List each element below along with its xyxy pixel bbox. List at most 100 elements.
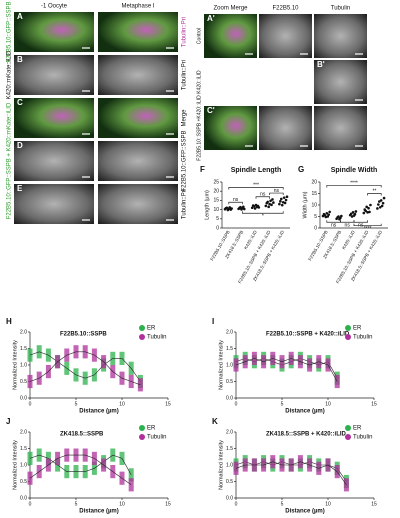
data-point	[381, 201, 385, 205]
y-tick-label: 0	[216, 225, 219, 231]
panel-label: B	[17, 55, 23, 64]
series-line	[29, 454, 132, 486]
data-point	[364, 209, 367, 213]
chart-title: ZK418.5::SSPB + K420::iLID	[266, 432, 347, 438]
panel-label: J	[6, 417, 10, 426]
y-tick-label: 1.0	[226, 462, 233, 468]
data-point	[353, 212, 357, 216]
significance-label: ****	[350, 180, 358, 186]
significance-bracket	[228, 201, 243, 205]
data-point	[228, 206, 232, 209]
data-point	[280, 203, 284, 207]
data-point	[243, 207, 246, 211]
y-tick-label: 2.0	[226, 329, 233, 335]
x-tick-label: 0	[235, 401, 238, 407]
chart-title: F22B5.10::SSPB + K420::iLID	[266, 332, 350, 338]
data-point	[382, 196, 386, 200]
x-tick-label: 15	[165, 501, 171, 507]
y-axis-label: Width (µm)	[302, 191, 308, 218]
series-line	[29, 351, 141, 382]
empty-panel	[204, 60, 257, 104]
data-point	[283, 201, 287, 205]
data-point	[325, 211, 329, 215]
data-point	[349, 212, 353, 216]
y-tick-label: 0.5	[226, 479, 233, 485]
data-point	[264, 204, 268, 208]
series-line	[29, 351, 141, 386]
y-tick-label: 15	[311, 191, 317, 197]
data-point	[269, 199, 272, 203]
row-label: F22B5.10::SSPB +K420::iLID	[196, 95, 202, 161]
data-point	[368, 210, 371, 214]
legend-swatch	[139, 325, 145, 331]
data-point	[351, 211, 355, 214]
panel-label: K	[212, 417, 218, 426]
significance-bracket	[367, 193, 382, 196]
column-header: Tubulin	[331, 6, 350, 12]
y-tick-label: 2.0	[20, 329, 27, 335]
micrograph-signal	[314, 106, 367, 150]
data-point	[327, 213, 331, 216]
micrograph-signal	[14, 55, 94, 95]
data-point	[239, 205, 242, 209]
y-tick-label: 10	[311, 202, 317, 208]
legend-label: ER	[353, 426, 362, 432]
micrograph-signal	[314, 60, 367, 104]
column-header: Metaphase I	[121, 4, 154, 10]
column-header: F22B5.10	[272, 6, 299, 12]
significance-label: ns	[233, 197, 239, 203]
chart-title: F22B5.10::SSPB	[60, 332, 107, 338]
data-point	[282, 196, 286, 199]
micrograph-signal	[98, 98, 178, 138]
x-tick-label: 10	[119, 501, 125, 507]
micrograph-signal	[14, 184, 94, 224]
data-point	[378, 206, 382, 209]
panel-label: A'	[207, 14, 215, 23]
legend-swatch	[345, 434, 351, 440]
micrograph-signal	[204, 106, 257, 150]
y-tick-label: 0.0	[20, 395, 27, 401]
significance-bracket	[228, 187, 284, 190]
x-tick-label: 5	[281, 401, 284, 407]
x-tick-label: 15	[371, 401, 377, 407]
significance-bracket	[353, 223, 382, 227]
x-axis-label: Distance (µm)	[79, 509, 118, 515]
x-axis-label: Distance (µm)	[285, 509, 324, 515]
y-tick-label: 2.0	[20, 429, 27, 435]
data-point	[253, 207, 257, 210]
series-line	[235, 358, 338, 382]
row-label: Tubulin::Pri	[182, 17, 188, 47]
legend-swatch	[139, 334, 145, 340]
data-point	[367, 206, 370, 210]
significance-label: ns	[331, 223, 337, 229]
micrograph-signal	[259, 14, 312, 58]
series-line	[235, 461, 347, 485]
micrograph-signal	[98, 12, 178, 52]
x-axis-label: Distance (µm)	[285, 409, 324, 415]
y-tick-label: 1.0	[20, 462, 27, 468]
row-label: Tubulin::Pri	[182, 189, 188, 219]
micrograph-signal	[14, 141, 94, 181]
data-point	[278, 202, 281, 206]
y-tick-label: 0.0	[20, 495, 27, 501]
panel-label: D	[17, 141, 23, 150]
micrograph-signal	[14, 12, 94, 52]
chart-title: ZK418.5::SSPB	[60, 432, 104, 438]
data-point	[284, 198, 288, 202]
y-tick-label: 15	[213, 198, 219, 204]
y-tick-label: 1.5	[226, 346, 233, 352]
row-label: Control	[196, 28, 202, 44]
panel-label: C'	[207, 106, 215, 115]
legend-swatch	[345, 334, 351, 340]
y-tick-label: 0	[314, 225, 317, 231]
micrograph-signal	[314, 14, 367, 58]
data-point	[272, 201, 275, 204]
data-point	[369, 203, 372, 207]
legend-label: Tubulin	[147, 435, 166, 441]
legend-label: Tubulin	[353, 335, 372, 341]
series-line	[235, 358, 338, 379]
data-point	[340, 214, 343, 218]
significance-bracket	[326, 185, 382, 188]
y-axis-label: Normalized Intensity	[218, 340, 224, 390]
